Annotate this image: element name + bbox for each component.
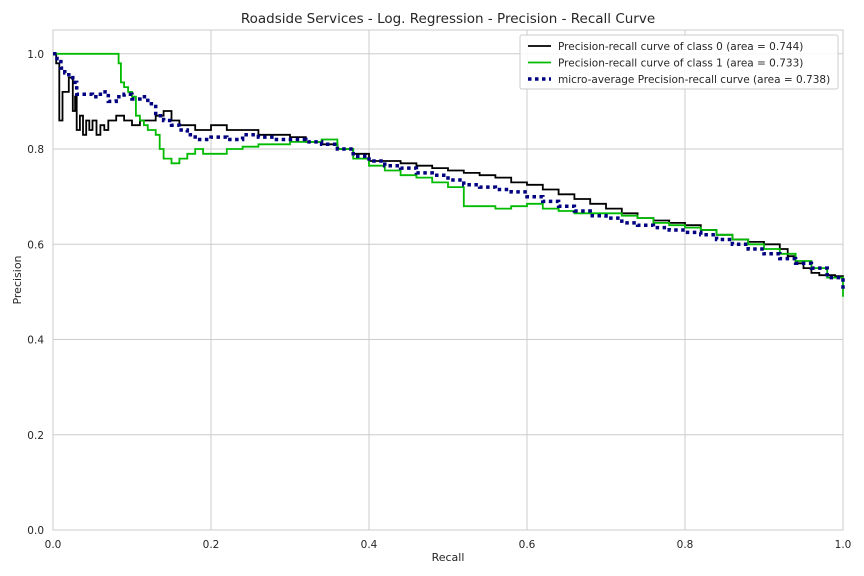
x-tick-label: 0.2 <box>203 539 220 551</box>
y-tick-label: 0.6 <box>27 239 44 251</box>
x-axis-label: Recall <box>432 551 465 564</box>
y-tick-label: 0.4 <box>27 335 44 347</box>
x-tick-label: 0.4 <box>361 539 378 551</box>
legend: Precision-recall curve of class 0 (area … <box>519 34 839 90</box>
y-tick-label: 0.8 <box>27 144 44 156</box>
legend-box <box>519 34 839 90</box>
x-axis-ticks: 0.0 0.2 0.4 0.6 0.8 1.0 <box>45 539 852 551</box>
series-line-2 <box>53 52 845 292</box>
y-axis-ticks: 0.0 0.2 0.4 0.6 0.8 1.0 <box>27 49 44 537</box>
y-tick-label: 1.0 <box>27 49 44 61</box>
chart-title: Roadside Services - Log. Regression - Pr… <box>241 11 655 27</box>
y-axis-label: Precision <box>11 255 24 304</box>
x-tick-label: 1.0 <box>835 539 852 551</box>
legend-entry-1: Precision-recall curve of class 1 (area … <box>558 58 803 70</box>
y-tick-label: 0.2 <box>27 430 44 442</box>
x-tick-label: 0.0 <box>45 539 62 551</box>
series-line-1 <box>53 52 844 297</box>
x-tick-label: 0.6 <box>519 539 536 551</box>
series-layer <box>53 52 845 297</box>
plot-area <box>52 29 844 531</box>
legend-entry-0: Precision-recall curve of class 0 (area … <box>558 41 803 53</box>
legend-entry-2: micro-average Precision-recall curve (ar… <box>558 74 830 86</box>
y-tick-label: 0.0 <box>27 525 44 537</box>
x-tick-label: 0.8 <box>677 539 694 551</box>
